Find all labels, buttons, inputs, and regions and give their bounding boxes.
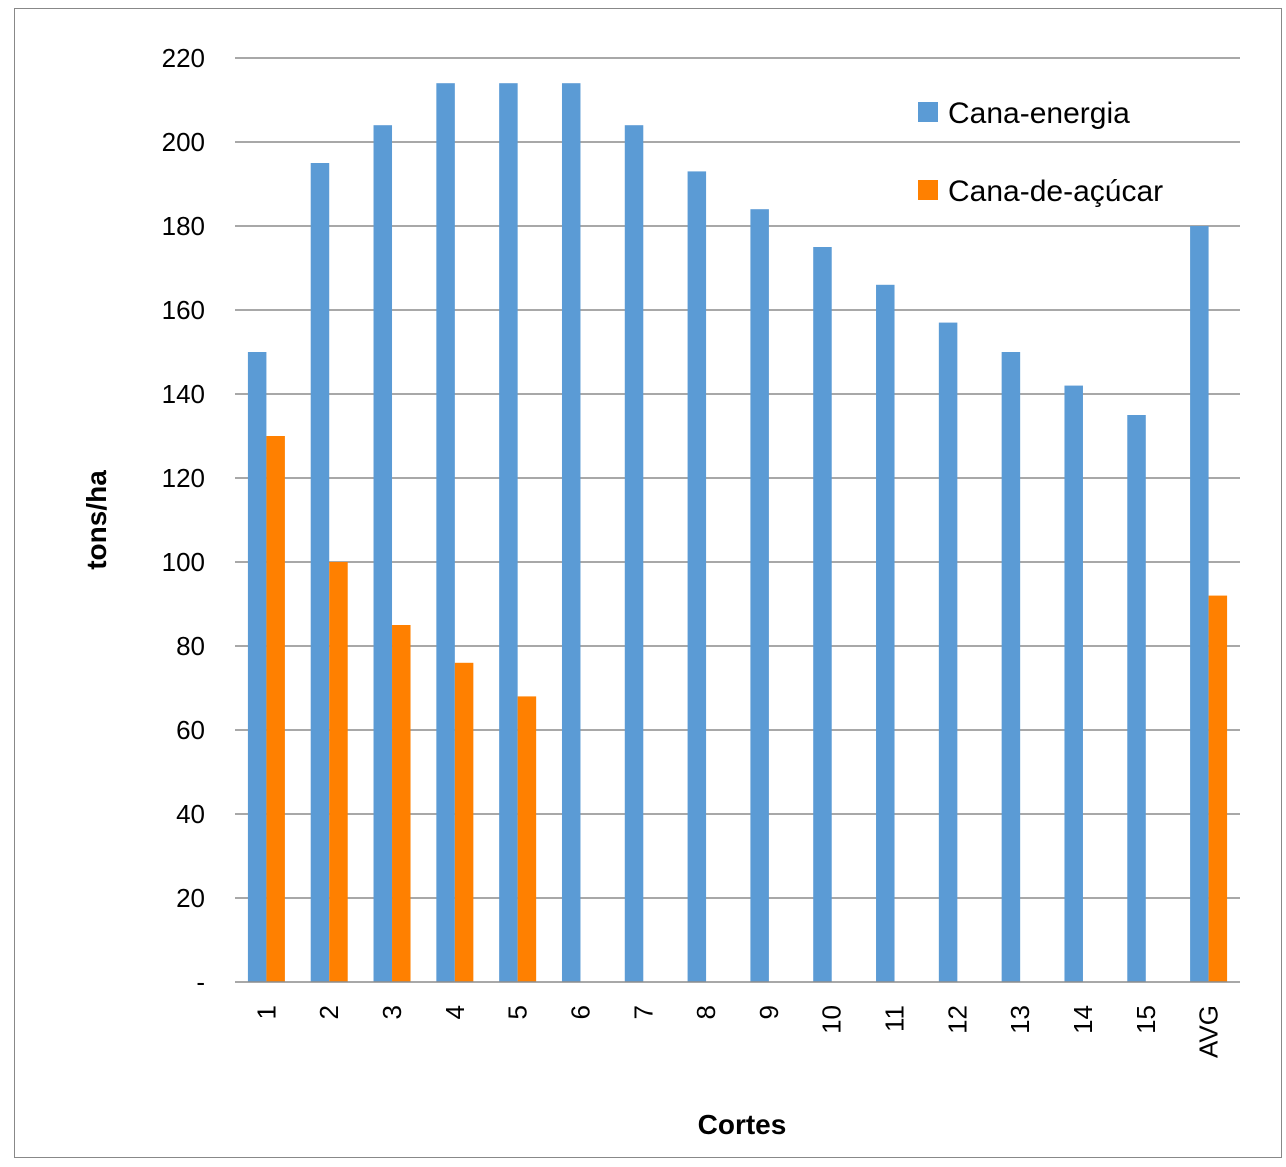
bar-cana-de-acucar-2	[329, 562, 348, 982]
legend-swatch	[918, 180, 938, 200]
x-axis-ticks: 1 2 3 4 5 6 7 8 9 10 11 12 13 14 15 AVG	[251, 1005, 1223, 1058]
y-tick-label: 160	[162, 295, 205, 325]
x-axis-title: Cortes	[698, 1109, 787, 1140]
y-tick-label: -	[196, 967, 205, 997]
bar-cana-energia-13	[1001, 352, 1021, 982]
bar-cana-energia-3	[373, 125, 393, 982]
y-tick-label: 180	[162, 211, 205, 241]
x-tick-label: 10	[817, 1005, 847, 1034]
bar-cana-energia-8	[687, 171, 707, 982]
y-tick-label: 60	[176, 715, 205, 745]
y-tick-label: 140	[162, 379, 205, 409]
bar-cana-energia-9	[750, 209, 769, 982]
bar-cana-energia-10	[813, 247, 832, 982]
y-axis-title: tons/ha	[81, 470, 112, 570]
x-tick-label: 8	[691, 1005, 721, 1019]
bar-cana-energia-2	[310, 163, 330, 982]
x-tick-label: 2	[314, 1005, 344, 1019]
x-tick-label: 5	[503, 1005, 533, 1019]
x-tick-label: 7	[628, 1005, 658, 1019]
x-tick-label: 1	[251, 1005, 281, 1019]
bar-cana-energia-11	[876, 284, 895, 982]
y-tick-label: 20	[176, 883, 205, 913]
bar-cana-energia-1	[247, 352, 267, 982]
bar-cana-energia-6	[561, 83, 581, 982]
x-tick-label: 9	[754, 1005, 784, 1019]
bar-cana-de-acucar-AVG	[1208, 595, 1228, 982]
legend: Cana-energia Cana-de-açúcar	[918, 97, 1163, 208]
bar-cana-energia-12	[938, 322, 958, 983]
bar-cana-energia-14	[1064, 385, 1083, 983]
y-axis-ticks: - 20 40 60 80 100 120 140 160 180 200 220	[162, 43, 205, 997]
legend-label: Cana-energia	[948, 97, 1130, 130]
x-tick-label: 14	[1068, 1005, 1098, 1034]
bar-cana-de-acucar-3	[392, 625, 411, 982]
bar-cana-de-acucar-5	[517, 696, 537, 982]
legend-swatch	[918, 102, 938, 122]
x-tick-label: 4	[440, 1005, 470, 1019]
x-tick-label: 3	[377, 1005, 407, 1019]
y-tick-label: 220	[162, 43, 205, 73]
x-tick-label: 6	[565, 1005, 595, 1019]
x-tick-label: 15	[1131, 1005, 1161, 1034]
y-tick-label: 120	[162, 463, 205, 493]
bar-cana-energia-15	[1127, 415, 1146, 982]
bar-cana-energia-AVG	[1190, 226, 1209, 982]
x-tick-label: 12	[942, 1005, 972, 1034]
x-tick-label: 13	[1005, 1005, 1035, 1034]
x-tick-label: AVG	[1194, 1005, 1224, 1058]
y-tick-label: 40	[176, 799, 205, 829]
bar-cana-energia-5	[499, 83, 518, 982]
y-tick-label: 100	[162, 547, 205, 577]
legend-label: Cana-de-açúcar	[948, 175, 1163, 208]
y-tick-label: 80	[176, 631, 205, 661]
bars	[247, 83, 1228, 983]
x-tick-label: 11	[880, 1005, 910, 1032]
y-tick-label: 200	[162, 127, 205, 157]
bar-cana-energia-7	[624, 125, 644, 982]
bar-cana-de-acucar-4	[454, 662, 474, 982]
bar-cana-energia-4	[436, 83, 455, 982]
bar-cana-de-acucar-1	[266, 436, 285, 982]
